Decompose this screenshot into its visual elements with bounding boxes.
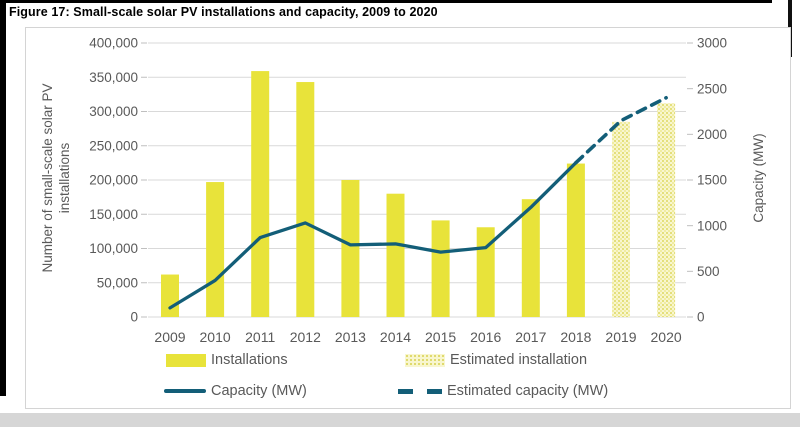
legend-item-estimated-installation: Estimated installation (405, 352, 587, 368)
year-label-2009: 2009 (154, 329, 185, 345)
year-label-2010: 2010 (200, 329, 231, 345)
right-axis-tick-label: 1000 (697, 218, 727, 233)
year-label-2011: 2011 (245, 329, 275, 345)
left-axis-tick-label: 200,000 (89, 173, 138, 188)
legend-item-estimated-capacity: Estimated capacity (MW) (398, 383, 608, 399)
year-label-2015: 2015 (425, 329, 456, 345)
legend-label-capacity: Capacity (MW) (211, 383, 307, 399)
left-axis-tick-label: 400,000 (89, 36, 138, 51)
left-axis-tick-label: 350,000 (89, 70, 138, 85)
right-axis-tick-label: 500 (697, 264, 720, 279)
right-axis-tick-labels: 0 500 1000 1500 2000 2500 3000 (697, 36, 727, 325)
bar-2014 (386, 193, 405, 317)
legend-label-estimated-installation: Estimated installation (450, 352, 588, 368)
bar-estimated-2019 (612, 121, 630, 318)
right-axis-tick-label: 3000 (697, 36, 727, 51)
bar-2015 (431, 220, 450, 317)
legend-label-installations: Installations (211, 352, 288, 368)
left-axis-tick-label: 100,000 (89, 241, 138, 256)
year-label-2019: 2019 (605, 329, 636, 345)
x-axis-year-labels: 2009 2010 2011 2012 2013 2014 2015 2016 2017 2018… (154, 329, 681, 345)
year-label-2020: 2020 (651, 329, 682, 345)
legend-item-installations: Installations (166, 352, 288, 368)
gridlines (148, 42, 686, 318)
bar-estimated-2020 (657, 103, 676, 317)
bar-2010 (206, 182, 225, 317)
bar-2013 (341, 180, 360, 317)
right-axis-title: Capacity (MW) (751, 133, 766, 222)
left-axis-tick-label: 50,000 (97, 275, 138, 290)
left-axis-tick-label: 300,000 (89, 104, 138, 119)
bar-2017 (521, 199, 540, 317)
bar-2011 (251, 71, 270, 318)
legend-swatch-estimated-capacity-line (398, 388, 442, 394)
left-axis-title: Number of small-scale solar PV installati… (40, 83, 72, 272)
year-label-2012: 2012 (290, 329, 321, 345)
legend-swatch-capacity-line (164, 389, 206, 393)
legend-label-estimated-capacity: Estimated capacity (MW) (447, 383, 609, 399)
bottom-strip (0, 413, 800, 427)
legend-swatch-installations (166, 353, 206, 367)
capacity-line (168, 96, 668, 310)
chart-area: 0 50,000 100,000 150,000 200,000 250,000 300,0… (25, 27, 791, 409)
axis-tick-marks (141, 42, 693, 318)
legend-item-capacity: Capacity (MW) (164, 383, 307, 399)
installation-bars (161, 71, 676, 318)
window-border-top (0, 0, 772, 3)
right-axis-tick-label: 1500 (697, 173, 727, 188)
year-label-2016: 2016 (470, 329, 501, 345)
right-axis-tick-label: 2500 (697, 81, 727, 96)
left-axis-tick-label: 250,000 (89, 138, 138, 153)
year-label-2013: 2013 (335, 329, 366, 345)
bar-2012 (296, 82, 315, 317)
year-label-2018: 2018 (560, 329, 591, 345)
figure-title: Figure 17: Small-scale solar PV installa… (9, 5, 438, 19)
left-axis-tick-label: 0 (130, 310, 138, 325)
combo-chart: 0 50,000 100,000 150,000 200,000 250,000 300,0… (40, 36, 766, 345)
bar-2018 (566, 163, 585, 317)
window-border-left (0, 0, 6, 396)
capacity-line-estimated-dashed (574, 96, 668, 165)
year-label-2017: 2017 (515, 329, 546, 345)
legend-swatch-estimated-installation (405, 353, 445, 367)
right-axis-tick-label: 0 (697, 310, 705, 325)
capacity-line-solid (168, 160, 578, 310)
right-axis-tick-label: 2000 (697, 127, 727, 142)
left-axis-tick-label: 150,000 (89, 207, 138, 222)
year-label-2014: 2014 (380, 329, 411, 345)
bar-2009 (161, 274, 179, 317)
left-axis-tick-labels: 0 50,000 100,000 150,000 200,000 250,000 300,0… (89, 36, 138, 325)
